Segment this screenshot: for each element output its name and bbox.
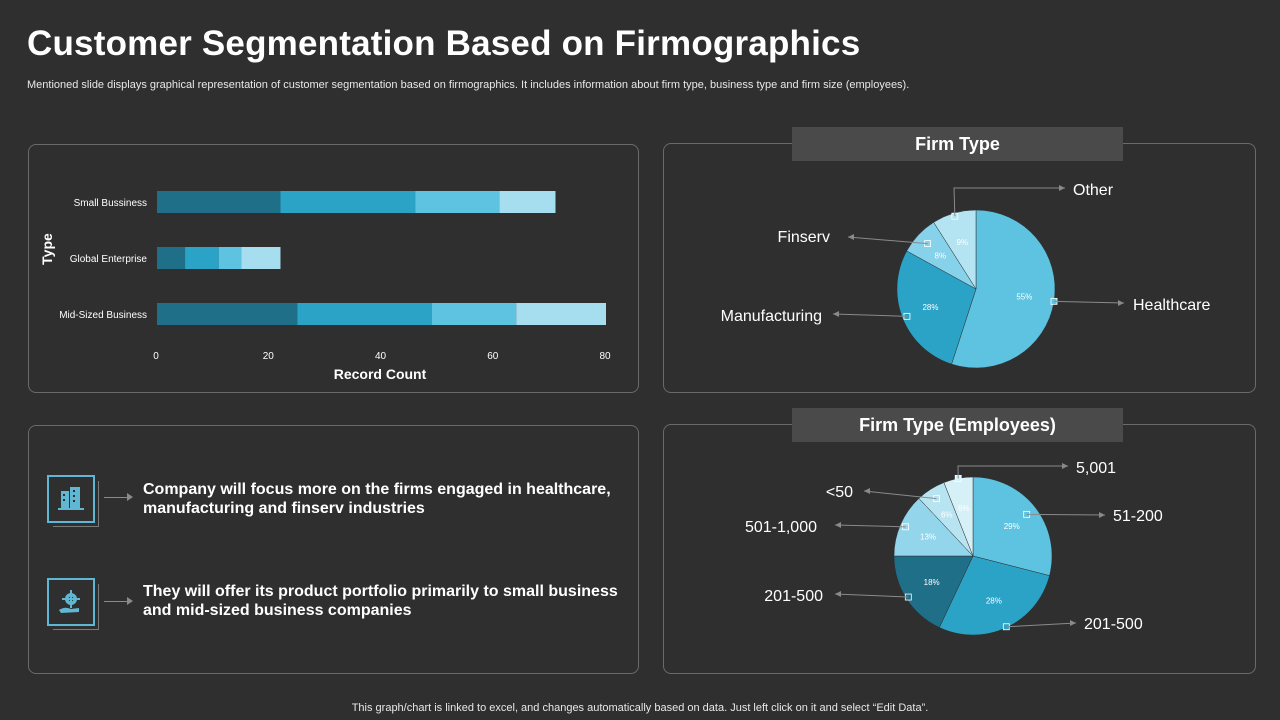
x-tick-label: 20 [263,351,275,362]
bullet-text-1: Company will focus more on the firms eng… [143,481,611,517]
page-title: Customer Segmentation Based on Firmograp… [27,24,861,63]
firm-type-header: Firm Type [792,127,1123,161]
bullet-arrow-2 [104,597,133,605]
leader-arrowhead [833,311,839,317]
bar-segment [185,247,219,269]
gear-hand-icon-box [47,578,99,630]
pie-value-label: 28% [986,596,1002,605]
leader-arrowhead [1070,620,1076,626]
leader-line [832,313,907,317]
pie-slice [896,250,977,365]
leader-arrowhead [848,234,854,240]
pie-value-label: 8% [935,251,947,260]
building-icon [58,487,84,510]
pie-category-label: Other [1073,182,1114,199]
pie-value-label: 18% [924,578,940,587]
leader-line [834,524,906,528]
y-tick-label: Global Enterprise [70,254,148,265]
pie-slice [972,476,1053,576]
page-subtitle: Mentioned slide displays graphical repre… [27,79,910,91]
footer-note: This graph/chart is linked to excel, and… [351,702,929,714]
leader-arrowhead [1099,512,1105,518]
pie-value-label: 6% [958,504,970,513]
bar-segment [516,303,606,325]
pie-value-label: 28% [922,303,938,312]
leader-line [1006,622,1077,628]
leader-arrowhead [1118,300,1124,306]
bar-segment [157,303,298,325]
y-axis-label: Type [39,233,55,265]
bar-segment [432,303,517,325]
insights-panel [28,425,639,674]
pie-category-label: 501-1,000 [745,519,817,536]
pie-category-label: 51-200 [1113,508,1163,525]
bar-segment [241,247,281,269]
leader-arrowhead [835,522,841,528]
leader-arrowhead [1062,463,1068,469]
x-tick-label: 60 [487,351,499,362]
pie-category-label: Manufacturing [721,308,822,325]
bullet-text-2: They will offer its product portfolio pr… [143,583,618,619]
pie-value-label: 13% [920,533,936,542]
y-tick-label: Mid-Sized Business [59,310,147,321]
bar-segment [415,191,500,213]
pie-value-label: 6% [941,511,953,520]
pie-slice [893,498,974,557]
pie-value-label: 55% [1016,293,1032,302]
bar-segment [280,191,416,213]
bullet-arrow-1 [104,493,133,501]
pie-value-label: 29% [1004,522,1020,531]
leader-line [1054,300,1125,304]
leader-arrowhead [835,591,841,597]
x-tick-label: 40 [375,351,387,362]
pie-value-label: 9% [957,238,969,247]
bar-segment [157,247,186,269]
pie-category-label: 201-500 [764,588,823,605]
bar-segment [218,247,242,269]
y-tick-label: Small Bussiness [74,198,147,209]
pie-category-label: Finserv [778,229,830,246]
leader-line [957,465,1068,479]
employees-header: Firm Type (Employees) [792,408,1123,442]
pie-category-label: 201-500 [1084,616,1143,633]
pie-category-label: 5,001 [1076,460,1116,477]
leader-arrowhead [864,488,870,494]
pie-category-label: <50 [826,484,853,501]
bar-segment [499,191,556,213]
x-axis-label: Record Count [334,366,427,382]
x-tick-label: 0 [153,351,159,362]
pie-category-label: Healthcare [1133,297,1210,314]
bar-segment [297,303,433,325]
building-icon-box [47,475,99,527]
leader-line [847,236,928,245]
leader-line [953,187,1065,217]
leader-line [1026,513,1106,516]
leader-line [834,593,909,598]
bar-chart-panel [28,144,639,393]
x-tick-label: 80 [599,351,611,362]
gear-hand-icon [59,590,80,613]
leader-line [863,490,937,500]
leader-arrowhead [1059,185,1065,191]
bar-segment [157,191,281,213]
